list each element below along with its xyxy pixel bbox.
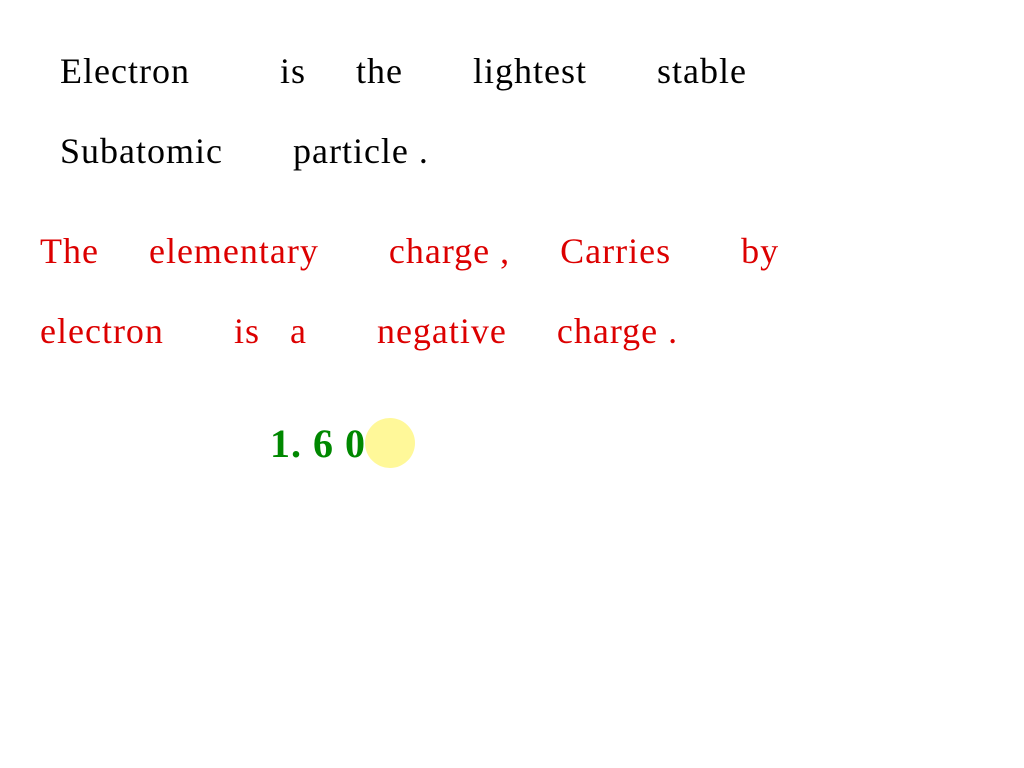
word: electron bbox=[40, 310, 164, 352]
note-line-4: electron is a negative charge . bbox=[40, 310, 678, 352]
word: elementary bbox=[149, 230, 319, 272]
word: negative bbox=[377, 310, 507, 352]
word: is bbox=[280, 50, 306, 92]
word: a bbox=[290, 310, 307, 352]
note-line-2: Subatomic particle . bbox=[60, 130, 429, 172]
word: Subatomic bbox=[60, 130, 223, 172]
word: is bbox=[234, 310, 260, 352]
word: charge . bbox=[557, 310, 678, 352]
note-line-5: 1. 6 0 bbox=[270, 420, 1024, 467]
word: the bbox=[356, 50, 403, 92]
word: by bbox=[741, 230, 779, 272]
word: charge , bbox=[389, 230, 510, 272]
word: stable bbox=[657, 50, 747, 92]
word: lightest bbox=[473, 50, 587, 92]
word: Carries bbox=[560, 230, 671, 272]
word: Electron bbox=[60, 50, 190, 92]
word: The bbox=[40, 230, 99, 272]
charge-value: 1. 6 0 bbox=[270, 421, 366, 466]
note-line-3: The elementary charge , Carries by bbox=[40, 230, 779, 272]
word: particle . bbox=[293, 130, 429, 172]
note-line-1: Electron is the lightest stable bbox=[60, 50, 747, 92]
